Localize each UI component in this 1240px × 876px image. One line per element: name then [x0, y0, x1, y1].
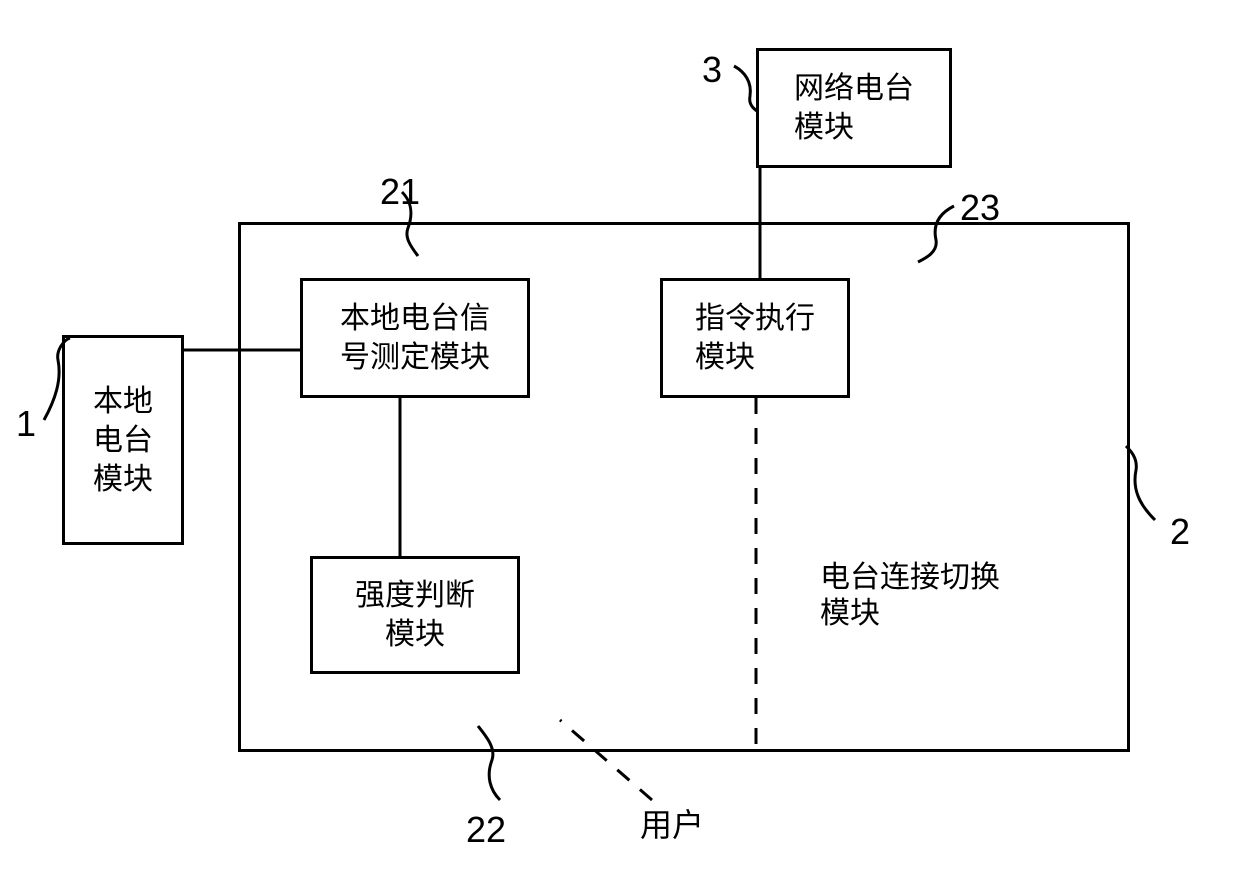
callout-3 [734, 66, 758, 112]
box2-label: 电台连接切换 模块 [820, 560, 1000, 632]
ref-23: 23 [960, 186, 1000, 229]
box1-text: 本地 电台 模块 [93, 382, 153, 499]
user-label: 用户 [640, 806, 704, 844]
box-signal-measure-module: 本地电台信 号测定模块 [300, 278, 530, 398]
box-command-exec-module: 指令执行 模块 [660, 278, 850, 398]
box-local-radio-module: 本地 电台 模块 [62, 335, 184, 545]
ref-21: 21 [380, 170, 420, 213]
ref-2: 2 [1170, 510, 1190, 553]
box23-text: 指令执行 模块 [695, 299, 815, 377]
callout-2 [1126, 446, 1155, 520]
box21-text: 本地电台信 号测定模块 [340, 299, 490, 377]
box-network-radio-module: 网络电台 模块 [756, 48, 952, 168]
box22-text: 强度判断 模块 [355, 576, 475, 654]
box3-text: 网络电台 模块 [794, 69, 914, 147]
ref-1: 1 [16, 402, 36, 445]
box-strength-judge-module: 强度判断 模块 [310, 556, 520, 674]
ref-22: 22 [466, 808, 506, 851]
ref-3: 3 [702, 48, 722, 91]
